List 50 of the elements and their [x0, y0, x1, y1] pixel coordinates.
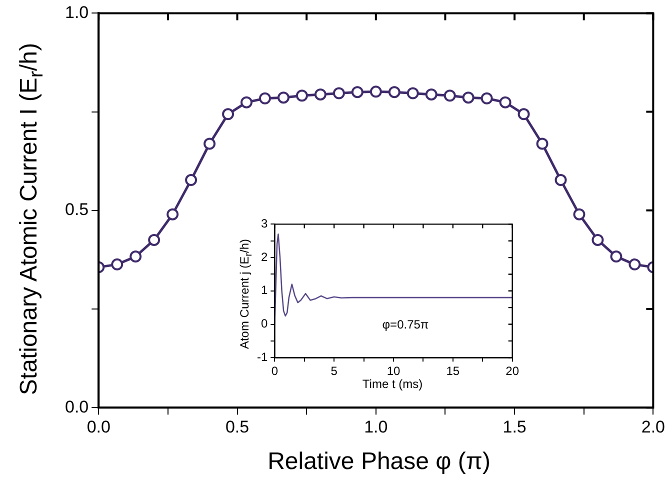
point	[554, 174, 567, 186]
point	[518, 108, 530, 120]
point	[628, 258, 641, 270]
x-tick-label: 0	[271, 364, 278, 378]
x-tick-label: 20	[506, 364, 520, 378]
point	[406, 87, 419, 100]
y-tick-label: 3	[260, 216, 268, 231]
x-tick-label: 1.5	[502, 417, 526, 436]
x-tick-label: 10	[386, 364, 400, 378]
x-tick-label: 5	[330, 364, 338, 378]
point	[480, 92, 493, 104]
point	[314, 88, 326, 100]
point	[573, 208, 586, 220]
point	[444, 90, 456, 102]
point	[222, 108, 234, 120]
point	[166, 208, 179, 220]
y-tick-label: 2	[260, 250, 268, 264]
x-tick-label: 0.0	[86, 417, 110, 436]
point	[462, 92, 474, 104]
x-axis-title: Time t (ms)	[361, 377, 424, 391]
point	[610, 250, 622, 263]
point	[536, 138, 548, 150]
point	[351, 86, 364, 98]
point	[148, 234, 160, 246]
point	[204, 138, 216, 150]
point	[296, 90, 308, 102]
point	[425, 88, 438, 100]
y-tick-label: 0.5	[64, 200, 89, 220]
x-tick-label: 2.0	[641, 417, 666, 436]
x-tick-label: 1.0	[364, 417, 388, 436]
point	[240, 96, 253, 108]
point	[259, 92, 271, 104]
point	[370, 86, 382, 98]
point	[111, 258, 124, 270]
point	[185, 174, 198, 186]
point	[332, 87, 345, 100]
point	[277, 92, 290, 104]
y-tick-label: 1	[260, 283, 268, 298]
x-tick-label: 0.5	[225, 417, 250, 436]
point	[592, 234, 604, 246]
x-axis-title: Relative Phase φ (π)	[266, 448, 492, 476]
y-tick-label: 0	[260, 316, 268, 331]
y-tick-label: -1	[257, 350, 268, 364]
x-tick-label: 15	[446, 364, 460, 378]
y-tick-label: 1.0	[64, 2, 89, 22]
annotation: φ=0.75π	[382, 317, 429, 332]
point	[130, 250, 142, 263]
y-tick-label: 0.0	[64, 397, 89, 416]
point	[388, 86, 400, 98]
point	[499, 96, 512, 108]
